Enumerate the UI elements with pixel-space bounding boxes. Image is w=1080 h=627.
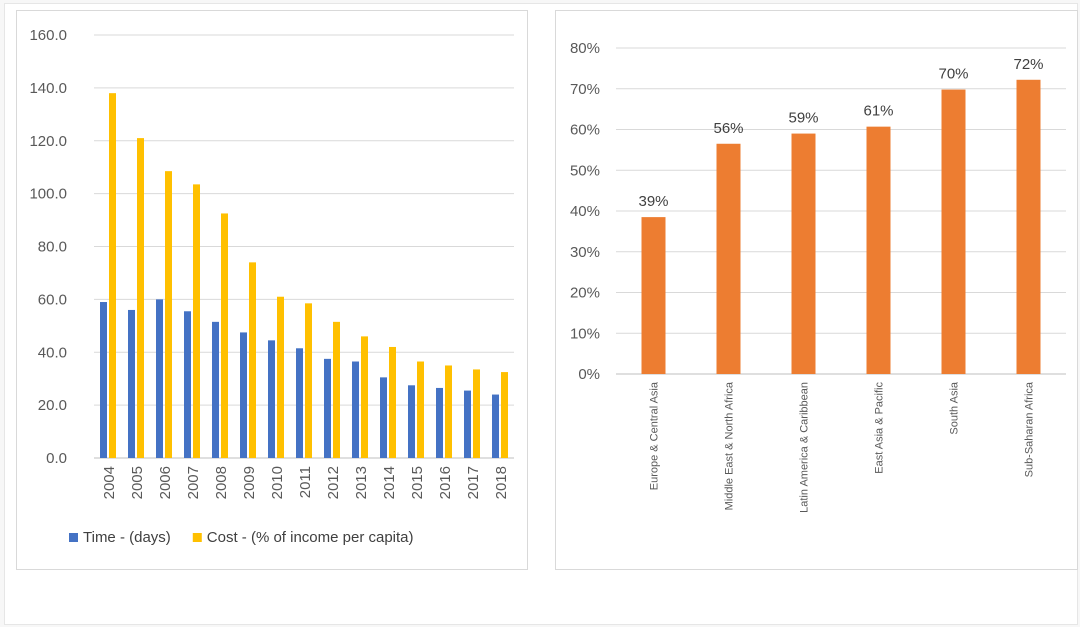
x-tick-label: 2018 xyxy=(493,466,510,499)
bar-time-days xyxy=(240,332,247,458)
y-tick-label: 10% xyxy=(570,325,600,342)
x-tick-label: 2015 xyxy=(409,466,426,499)
legend-label-time: Time - (days) xyxy=(83,529,171,546)
y-tick-label: 0.0 xyxy=(46,450,67,467)
bar-data-label: 59% xyxy=(788,110,818,127)
bar-cost-percent xyxy=(501,372,508,458)
y-tick-label: 40.0 xyxy=(38,344,67,361)
bar-time-days xyxy=(436,387,443,458)
bar-cost-percent xyxy=(165,171,172,458)
y-tick-label: 80% xyxy=(570,40,600,57)
x-tick-label: Latin America & Caribbean xyxy=(799,382,811,513)
bar-time-days xyxy=(352,361,359,458)
bar-data-label: 70% xyxy=(938,66,968,83)
bar-time-days xyxy=(268,340,275,458)
bar-region-percent xyxy=(1016,79,1041,374)
bar-time-days xyxy=(408,385,415,458)
x-tick-label: 2013 xyxy=(353,466,370,499)
bar-cost-percent xyxy=(277,296,284,458)
x-tick-label: 2005 xyxy=(129,466,146,499)
bar-region-percent xyxy=(791,133,816,374)
regional-percentage-bar-chart: 0% 10% 20% 30% 40% 50% 60% 70% 80% 39% 56% 59% 61% 7… xyxy=(570,40,1066,513)
bar-region-percent xyxy=(641,217,666,374)
bar-cost-percent xyxy=(305,303,312,458)
y-tick-label: 20.0 xyxy=(38,397,67,414)
bar-time-days xyxy=(184,311,191,458)
legend-swatch-time xyxy=(69,533,78,542)
x-tick-label: 2017 xyxy=(465,466,482,499)
bar-time-days xyxy=(100,302,107,458)
bar-cost-percent xyxy=(109,93,116,458)
y-tick-label: 0% xyxy=(578,366,600,383)
x-tick-label: 2008 xyxy=(213,466,230,499)
y-tick-label: 100.0 xyxy=(29,186,67,203)
x-tick-label: Europe & Central Asia xyxy=(649,381,661,490)
bar-cost-percent xyxy=(361,336,368,458)
bar-cost-percent xyxy=(193,184,200,458)
bar-data-label: 39% xyxy=(638,193,668,210)
right-chart-panel: 0% 10% 20% 30% 40% 50% 60% 70% 80% 39% 56% 59% 61% 7… xyxy=(555,10,1078,570)
y-tick-label: 70% xyxy=(570,81,600,98)
y-tick-label: 60.0 xyxy=(38,291,67,308)
x-tick-label: 2016 xyxy=(437,466,454,499)
bar-data-label: 61% xyxy=(863,103,893,120)
y-tick-label: 60% xyxy=(570,122,600,139)
bar-time-days xyxy=(212,321,219,458)
bar-cost-percent xyxy=(389,346,396,458)
bar-cost-percent xyxy=(445,365,452,458)
time-cost-bar-chart: 0.020.040.060.080.0100.0120.0140.0160.0 … xyxy=(29,27,514,546)
y-tick-label: 20% xyxy=(570,285,600,302)
y-tick-label: 140.0 xyxy=(29,80,67,97)
x-tick-label: Middle East & North Africa xyxy=(724,381,736,510)
bar-data-label: 56% xyxy=(713,120,743,137)
x-tick-label: 2006 xyxy=(157,466,174,499)
bar-cost-percent xyxy=(473,369,480,458)
y-tick-label: 30% xyxy=(570,244,600,261)
bar-cost-percent xyxy=(137,138,144,458)
y-tick-label: 80.0 xyxy=(38,239,67,256)
x-tick-label: 2009 xyxy=(241,466,258,499)
bar-time-days xyxy=(156,299,163,458)
bar-time-days xyxy=(464,390,471,458)
bar-data-label: 72% xyxy=(1013,56,1043,73)
x-tick-label: 2014 xyxy=(381,466,398,499)
x-tick-label: Sub-Saharan Africa xyxy=(1024,381,1036,477)
x-tick-label: 2007 xyxy=(185,466,202,499)
bar-cost-percent xyxy=(417,361,424,458)
left-chart-panel: 0.0 20.0 40.0 60.0 80.0 100.0 120.0 140.0 160.0 … xyxy=(16,10,528,570)
y-tick-label: 120.0 xyxy=(29,133,67,150)
bar-region-percent xyxy=(716,143,741,374)
bar-cost-percent xyxy=(249,262,256,458)
bar-time-days xyxy=(492,394,499,458)
bar-time-days xyxy=(380,377,387,458)
x-tick-label: 2011 xyxy=(297,466,314,498)
y-tick-label: 50% xyxy=(570,162,600,179)
y-tick-label: 160.0 xyxy=(29,27,67,44)
x-tick-label: 2004 xyxy=(101,466,118,499)
bar-time-days xyxy=(324,358,331,458)
bar-region-percent xyxy=(941,89,966,374)
x-tick-label: East Asia & Pacific xyxy=(874,382,886,474)
bar-region-percent xyxy=(866,126,891,375)
bar-cost-percent xyxy=(221,213,228,458)
x-tick-label: 2012 xyxy=(325,466,342,499)
bar-time-days xyxy=(296,348,303,458)
bar-time-days xyxy=(128,309,135,458)
y-tick-label: 40% xyxy=(570,203,600,220)
legend-swatch-cost xyxy=(192,533,202,542)
x-tick-label: 2010 xyxy=(269,466,286,499)
legend-label-cost: Cost - (% of income per capita) xyxy=(207,529,414,546)
x-tick-label: South Asia xyxy=(949,381,961,434)
bar-cost-percent xyxy=(333,321,340,458)
